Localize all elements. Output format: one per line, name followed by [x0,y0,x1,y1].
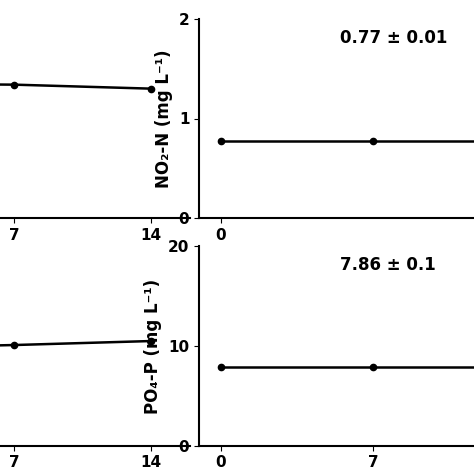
X-axis label: Time (days): Time (days) [329,248,439,266]
Y-axis label: NO₂-N (mg L⁻¹): NO₂-N (mg L⁻¹) [155,49,173,188]
Y-axis label: PO₄-P (mg L⁻¹): PO₄-P (mg L⁻¹) [145,278,163,414]
Text: 0.77 ± 0.01: 0.77 ± 0.01 [339,29,447,47]
X-axis label: Time (days): Time (days) [0,248,60,266]
Text: 7.86 ± 0.1: 7.86 ± 0.1 [339,256,435,274]
